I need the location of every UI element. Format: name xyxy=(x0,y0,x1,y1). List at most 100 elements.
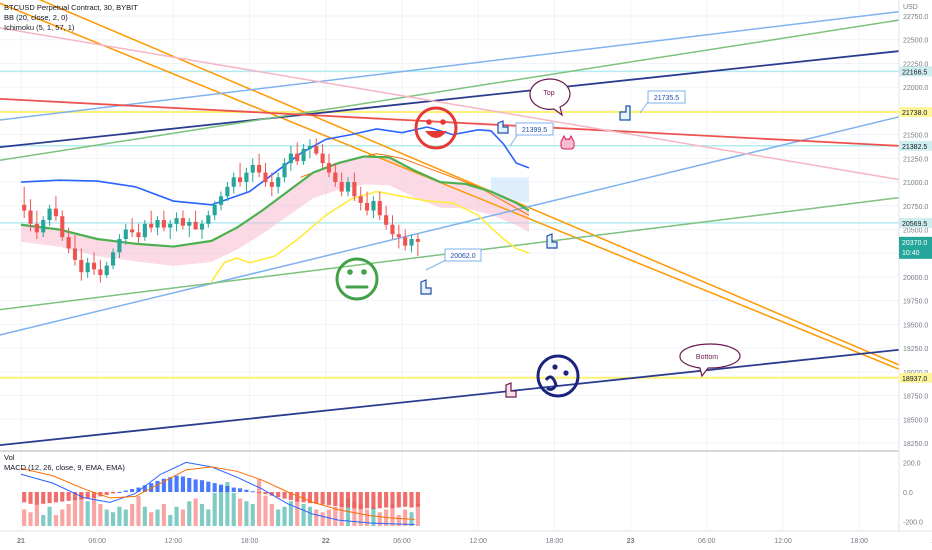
volume-bar xyxy=(168,515,173,526)
pointing-hand-icon[interactable] xyxy=(420,279,432,295)
macd-histogram-bar xyxy=(22,492,27,503)
price-tag-text: 21399.5 xyxy=(522,127,547,134)
candle-body xyxy=(79,259,84,273)
price-tag-20062[interactable]: 20062.0 xyxy=(425,248,482,271)
volume-bar xyxy=(47,506,52,526)
time-tick-label: 21 xyxy=(17,538,25,545)
macd-histogram-bar xyxy=(365,492,370,509)
macd-legend[interactable]: MACD (12, 26, close, 9, EMA, EMA) xyxy=(4,463,125,472)
volume-bar xyxy=(193,498,198,526)
macd-histogram-bar xyxy=(161,478,166,492)
volume-bar xyxy=(28,512,33,526)
volume-bar xyxy=(111,512,116,526)
last-price-badge: 20370.0 10:40 xyxy=(899,236,932,259)
macd-histogram-bar xyxy=(301,492,306,503)
candle-body xyxy=(250,164,255,173)
price-tick-label: 21500.0 xyxy=(903,133,928,140)
candle-body xyxy=(180,218,185,226)
time-tick-label: 18:00 xyxy=(546,538,564,545)
volume-bar xyxy=(282,506,287,526)
time-tick-label: 18:00 xyxy=(241,538,259,545)
volume-bar xyxy=(352,501,357,526)
macd-histogram-bar xyxy=(257,492,262,493)
pointing-hand-icon[interactable] xyxy=(497,120,509,134)
macd-histogram-bar xyxy=(53,492,58,503)
bottom-callout[interactable]: Bottom xyxy=(679,343,741,378)
volume-bar xyxy=(79,493,84,526)
price-tick-label: 18750.0 xyxy=(903,394,928,401)
volume-bar xyxy=(155,509,160,526)
candle-body xyxy=(352,182,357,197)
sad-face-icon[interactable] xyxy=(536,354,580,398)
volume-bar xyxy=(377,512,382,526)
bb-legend[interactable]: BB (20, close, 2, 0) xyxy=(4,13,68,22)
candle-body xyxy=(111,252,116,266)
volume-bar xyxy=(403,509,408,526)
volume-bar xyxy=(66,504,71,526)
macd-histogram-bar xyxy=(244,489,249,492)
macd-histogram-bar xyxy=(34,492,39,505)
macd-histogram-bar xyxy=(187,477,192,492)
macd-histogram-bar xyxy=(199,480,205,492)
macd-histogram-bar xyxy=(28,492,33,504)
macd-histogram-bar xyxy=(72,492,78,501)
candle-body xyxy=(123,229,128,239)
macd-tick-label: -200.0 xyxy=(903,520,923,527)
time-axis[interactable]: 21 06:00 12:00 18:00 22 06:00 12:00 18:00 23 06:0… xyxy=(17,538,932,545)
price-badge xyxy=(899,217,932,228)
cat-face-icon[interactable] xyxy=(560,134,575,150)
pointing-hand-icon[interactable] xyxy=(546,233,558,249)
candle-body xyxy=(365,202,370,211)
volume-bar xyxy=(41,515,46,526)
volume-bar xyxy=(187,501,192,526)
candle-body xyxy=(307,145,312,149)
candle-body xyxy=(34,223,39,233)
candle-body xyxy=(136,232,141,238)
pointing-hand-icon[interactable] xyxy=(619,105,631,121)
macd-histogram-bar xyxy=(238,488,243,492)
candle-body xyxy=(187,221,192,226)
macd-histogram-bar xyxy=(339,492,344,507)
volume-bar xyxy=(212,493,217,526)
macd-histogram-bar xyxy=(288,492,293,501)
candle-body xyxy=(161,220,166,228)
time-tick-label: 06:00 xyxy=(393,538,411,545)
candle-body xyxy=(117,238,122,253)
pointing-hand-icon[interactable] xyxy=(505,382,517,398)
volume-bar xyxy=(130,504,135,526)
chart-legend: BTCUSD Perpetual Contract, 30, BYBIT BB … xyxy=(4,3,138,33)
price-tag-21735[interactable]: 21735.5 xyxy=(639,90,686,114)
price-tag-text: 21735.5 xyxy=(654,95,679,102)
trend-line-light-blue xyxy=(0,6,932,121)
volume-bar xyxy=(136,495,141,526)
top-callout[interactable]: Top xyxy=(529,78,571,117)
volume-bar xyxy=(314,509,319,526)
volume-bar xyxy=(288,501,293,526)
price-tick-label: 20500.0 xyxy=(903,228,928,235)
candle-body xyxy=(47,208,52,221)
candle-body xyxy=(384,215,389,225)
ichimoku-legend[interactable]: Ichimoku (5, 1, 57, 1) xyxy=(4,23,75,32)
candle-body xyxy=(371,201,376,211)
macd-histogram-bar xyxy=(415,492,420,507)
volume-bar xyxy=(98,504,103,526)
neutral-face-icon[interactable] xyxy=(335,257,379,301)
volume-bar xyxy=(244,501,249,526)
price-tick-label: 19500.0 xyxy=(903,322,928,329)
volume-bar xyxy=(22,509,27,526)
volume-bar xyxy=(180,509,185,526)
price-badge-label: 18937.0 xyxy=(902,376,927,383)
macd-histogram-bar xyxy=(212,483,217,492)
happy-face-icon[interactable] xyxy=(414,106,458,150)
candle-body xyxy=(276,177,281,187)
candle-body xyxy=(269,182,274,187)
price-tag-21399[interactable]: 21399.5 xyxy=(509,122,554,147)
candle-body xyxy=(320,153,325,164)
price-tick-label: 19250.0 xyxy=(903,346,928,353)
volume-bar xyxy=(142,506,147,526)
candle-body xyxy=(104,265,109,276)
candle-body xyxy=(238,177,243,183)
vol-legend[interactable]: Vol xyxy=(4,453,15,462)
symbol-title[interactable]: BTCUSD Perpetual Contract, 30, BYBIT xyxy=(4,3,138,12)
